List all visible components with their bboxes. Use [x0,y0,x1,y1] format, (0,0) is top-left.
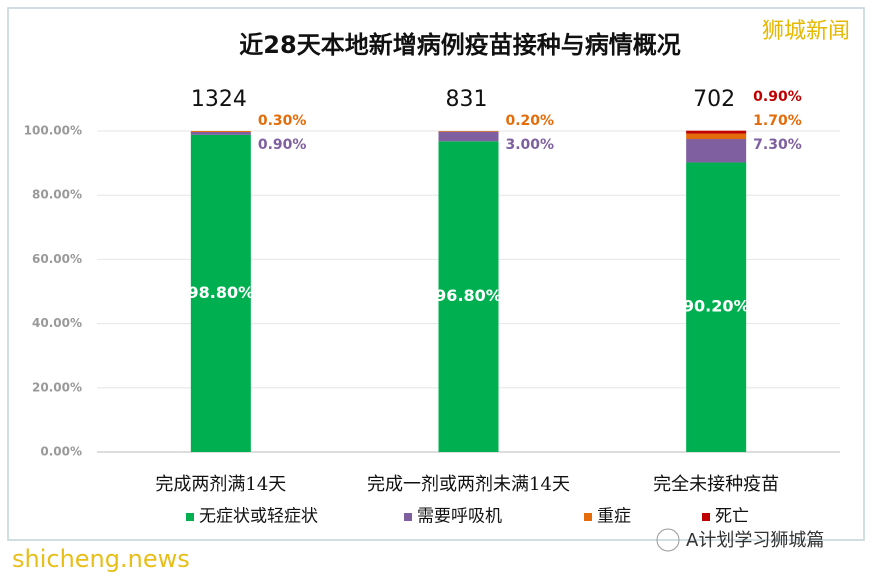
watermark: A计划学习狮城篇 [686,530,824,551]
bar-segment [686,139,747,163]
y-tick-label: 80.00% [32,188,82,202]
bar-segment [686,162,747,452]
watermark: 狮城新闻 [762,19,850,44]
watermark: shicheng.news [12,545,190,573]
total-label: 1324 [191,87,247,112]
y-tick-label: 100.00% [24,124,82,138]
bar-segment [686,130,747,134]
x-tick-label: 完成一剂或两剂未满14天 [367,474,570,495]
bar-segment [190,131,251,132]
y-tick-label: 60.00% [32,252,82,266]
x-tick-label: 完成两剂满14天 [155,474,286,495]
data-label: 90.20% [683,297,750,316]
x-tick-label: 完全未接种疫苗 [653,474,779,495]
data-label: 0.90% [753,89,802,105]
legend-label: 无症状或轻症状 [199,507,318,527]
y-tick-label: 20.00% [32,380,82,394]
bar-segment [686,133,747,140]
legend-swatch [702,513,710,521]
data-label: 0.30% [258,113,307,129]
bar-segment [438,141,499,452]
legend-swatch [584,513,592,521]
y-tick-label: 0.00% [40,445,82,459]
wechat-icon [656,528,680,552]
legend-label: 死亡 [715,507,749,527]
legend-swatch [404,513,412,521]
bar-segment [438,131,499,142]
data-label: 0.20% [506,113,555,129]
data-label: 0.90% [258,137,307,153]
data-label: 1.70% [753,113,802,129]
legend-swatch [186,513,194,521]
y-tick-label: 40.00% [32,316,82,330]
total-label: 702 [693,87,735,112]
legend-label: 重症 [597,507,631,527]
bar-segment [438,131,499,132]
data-label: 7.30% [753,137,802,153]
legend-label: 需要呼吸机 [417,507,502,527]
chart-title: 近28天本地新增病例疫苗接种与病情概况 [239,31,680,59]
data-label: 96.80% [435,286,502,305]
bar-segment [190,134,251,453]
total-label: 831 [446,87,488,112]
bar-segment [190,131,251,135]
data-label: 98.80% [188,283,255,302]
data-label: 3.00% [506,137,555,153]
